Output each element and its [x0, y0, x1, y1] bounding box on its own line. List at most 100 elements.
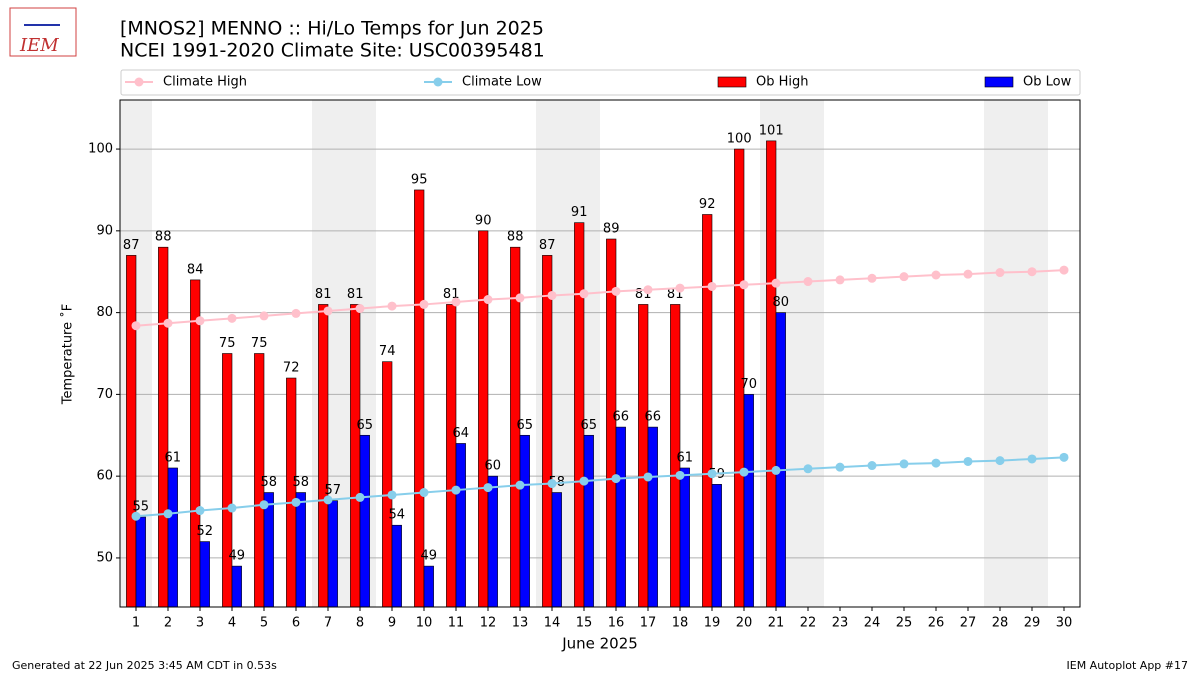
line-point [483, 483, 493, 493]
line-point [963, 269, 973, 279]
line-point [771, 465, 781, 475]
legend-label: Ob Low [1023, 75, 1072, 90]
x-tick-label: 20 [736, 616, 753, 631]
line-point [387, 490, 397, 500]
value-label: 65 [357, 418, 374, 433]
line-point [323, 495, 333, 505]
x-tick-label: 26 [928, 616, 945, 631]
line-point [547, 479, 557, 489]
line-point [739, 280, 749, 290]
line-point [323, 306, 333, 316]
legend-box [120, 69, 1081, 96]
line-point [931, 458, 941, 468]
line-point [483, 295, 493, 305]
legend-marker [134, 77, 144, 87]
x-tick-label: 13 [512, 616, 529, 631]
x-tick-label: 16 [608, 616, 625, 631]
value-label: 65 [517, 418, 534, 433]
line-point [163, 318, 173, 328]
bar [286, 377, 297, 608]
value-label: 66 [613, 410, 630, 425]
bar [551, 492, 562, 608]
x-axis-label: June 2025 [561, 635, 638, 653]
value-label: 66 [645, 410, 662, 425]
x-tick-label: 8 [356, 616, 364, 631]
line-point [387, 301, 397, 311]
x-tick-label: 7 [324, 616, 332, 631]
line-point [643, 472, 653, 482]
bar [222, 353, 233, 608]
x-tick-label: 4 [228, 616, 236, 631]
x-tick-label: 22 [800, 616, 817, 631]
line-point [675, 283, 685, 293]
line-point [291, 308, 301, 318]
x-tick-label: 30 [1056, 616, 1073, 631]
legend-swatch [984, 76, 1014, 88]
bar [190, 279, 201, 608]
bar [615, 426, 626, 608]
line-point [1059, 265, 1069, 275]
value-label: 61 [165, 450, 182, 465]
bar [583, 434, 594, 608]
bar [766, 140, 777, 608]
bar [638, 304, 649, 608]
value-label: 52 [197, 524, 214, 539]
value-label: 89 [603, 222, 620, 237]
x-tick-label: 15 [576, 616, 593, 631]
line-point [835, 275, 845, 285]
line-point [195, 316, 205, 326]
line-point [675, 470, 685, 480]
weekend-shade [984, 100, 1016, 607]
line-point [579, 476, 589, 486]
x-tick-label: 23 [832, 616, 849, 631]
bar [455, 443, 466, 608]
line-point [419, 299, 429, 309]
line-point [867, 461, 877, 471]
weekend-shade [792, 100, 824, 607]
line-point [931, 270, 941, 280]
line-point [419, 488, 429, 498]
bar [231, 565, 242, 608]
line-point [707, 281, 717, 291]
x-tick-label: 3 [196, 616, 204, 631]
x-tick-label: 2 [164, 616, 172, 631]
line-point [515, 293, 525, 303]
line-point [803, 277, 813, 287]
value-label: 64 [453, 426, 470, 441]
value-label: 84 [187, 262, 204, 277]
value-label: 92 [699, 197, 716, 212]
line-point [611, 474, 621, 484]
value-label: 90 [475, 213, 492, 228]
line-point [579, 289, 589, 299]
bar [199, 541, 210, 608]
value-label: 72 [283, 361, 300, 376]
bar [574, 222, 585, 608]
x-tick-label: 19 [704, 616, 721, 631]
value-label: 95 [411, 172, 428, 187]
bar [158, 246, 169, 608]
line [135, 456, 1065, 518]
line-point [643, 285, 653, 295]
x-tick-label: 24 [864, 616, 881, 631]
y-tick-label: 80 [96, 305, 113, 320]
value-label: 81 [315, 287, 332, 302]
bar [702, 214, 713, 608]
line-point [195, 506, 205, 516]
bar [350, 304, 361, 608]
value-label: 57 [325, 483, 342, 498]
footer-left: Generated at 22 Jun 2025 3:45 AM CDT in … [12, 659, 277, 672]
bar [391, 524, 402, 608]
line-point [1027, 454, 1037, 464]
y-tick-label: 60 [96, 469, 113, 484]
y-axis-label: Temperature ˚F [60, 304, 76, 405]
line-point [963, 456, 973, 466]
x-tick-label: 18 [672, 616, 689, 631]
line-point [1027, 267, 1037, 277]
bar [263, 492, 274, 608]
line-point [227, 313, 237, 323]
footer-right: IEM Autoplot App #17 [1067, 659, 1189, 672]
value-label: 75 [251, 336, 268, 351]
x-tick-label: 10 [416, 616, 433, 631]
line-point [131, 321, 141, 331]
